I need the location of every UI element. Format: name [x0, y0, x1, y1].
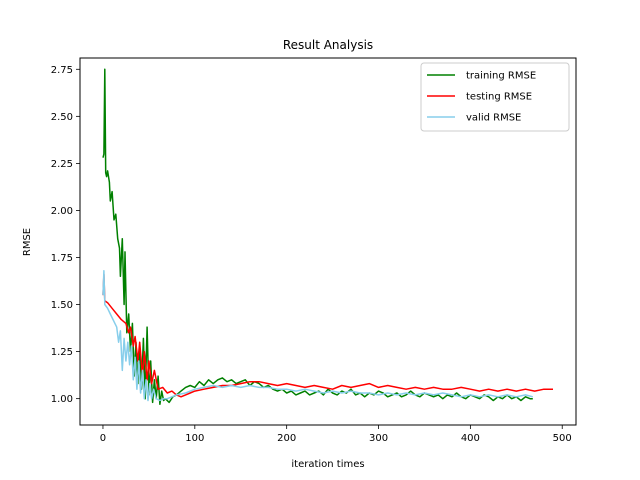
y-tick-label-5: 2.25	[51, 159, 73, 170]
series-layer	[102, 68, 553, 406]
y-axis: 1.00 1.25 1.50 1.75 2.00 2.25 2.50 2.75	[51, 65, 80, 405]
y-tick-label-3: 1.75	[51, 253, 73, 264]
y-tick-label-0: 1.00	[51, 394, 73, 405]
x-tick-label-0: 0	[100, 433, 106, 444]
x-tick-label-2: 200	[277, 433, 296, 444]
series-line-0	[102, 68, 533, 406]
x-tick-label-5: 500	[553, 433, 572, 444]
legend: training RMSE testing RMSE valid RMSE	[420, 62, 570, 132]
x-tick-label-4: 400	[461, 433, 480, 444]
y-tick-label-7: 2.75	[51, 65, 73, 76]
x-tick-label-1: 100	[185, 433, 204, 444]
y-axis-label: RMSE	[22, 228, 33, 256]
plot-area	[79, 57, 577, 426]
x-axis-label: iteration times	[291, 459, 364, 470]
x-axis: 0 100 200 300 400 500	[100, 425, 572, 444]
plot-frame	[79, 57, 577, 426]
legend-label-1: testing RMSE	[466, 92, 532, 103]
legend-box	[420, 62, 570, 132]
y-tick-label-6: 2.50	[51, 112, 73, 123]
y-tick-label-1: 1.25	[51, 347, 73, 358]
x-tick-label-3: 300	[369, 433, 388, 444]
series-line-1	[102, 273, 553, 398]
y-tick-label-4: 2.00	[51, 206, 73, 217]
legend-label-2: valid RMSE	[466, 113, 521, 124]
legend-label-0: training RMSE	[466, 71, 536, 82]
chart-title: Result Analysis	[283, 38, 373, 52]
series-line-2	[102, 269, 533, 402]
y-tick-label-2: 1.50	[51, 300, 73, 311]
